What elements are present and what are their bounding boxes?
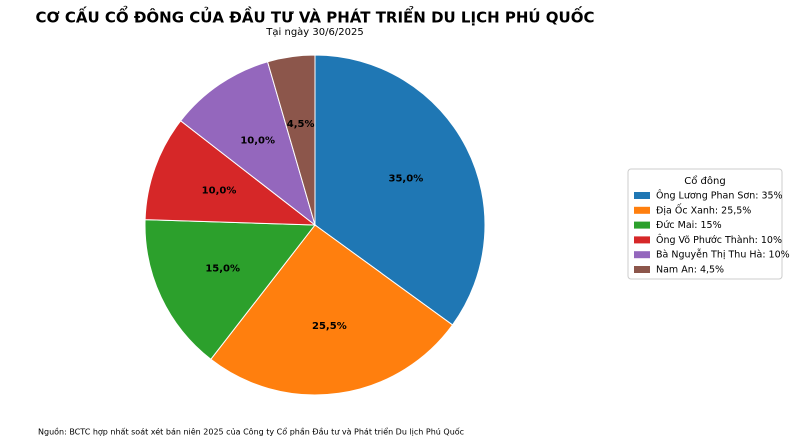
legend-label: Ông Lương Phan Sơn: 35%: [656, 190, 783, 202]
chart-subtitle: Tại ngày 30/6/2025: [265, 26, 363, 38]
slice-label: 15,0%: [205, 263, 240, 274]
pie-slice: [144, 219, 316, 361]
legend-swatch: [634, 192, 650, 199]
slice-label: 10,0%: [240, 136, 275, 147]
slice-label: 4,5%: [287, 119, 315, 130]
pie-slice: [266, 54, 316, 226]
source-note: Nguồn: BCTC hợp nhất soát xét bán niên 2…: [38, 427, 464, 438]
legend-swatch: [634, 236, 650, 244]
legend-swatch: [634, 206, 650, 214]
pie-slice: [144, 120, 317, 226]
legend-label: Ông Võ Phước Thành: 10%: [656, 234, 782, 246]
pie-slice: [210, 224, 454, 396]
legend-label: Địa Ốc Xanh: 25,5%: [656, 203, 751, 216]
pie-slice: [179, 61, 316, 227]
pie-slice: [314, 54, 486, 326]
legend-swatch: [634, 266, 650, 273]
chart-title: CƠ CẤU CỔ ĐÔNG CỦA ĐẦU TƯ VÀ PHÁT TRIỂN …: [36, 5, 595, 27]
slice-label: 10,0%: [202, 185, 237, 196]
legend-label: Bà Nguyễn Thị Thu Hà: 10%: [656, 250, 790, 261]
legend-label: Nam An: 4,5%: [656, 265, 724, 276]
legend-title: Cổ đông: [684, 174, 725, 187]
legend-label: Đức Mai: 15%: [656, 220, 722, 231]
legend-swatch: [634, 251, 650, 259]
slice-label: 35,0%: [389, 174, 424, 185]
legend-box: [627, 168, 783, 280]
slice-label: 25,5%: [312, 321, 347, 332]
legend-swatch: [634, 221, 650, 229]
